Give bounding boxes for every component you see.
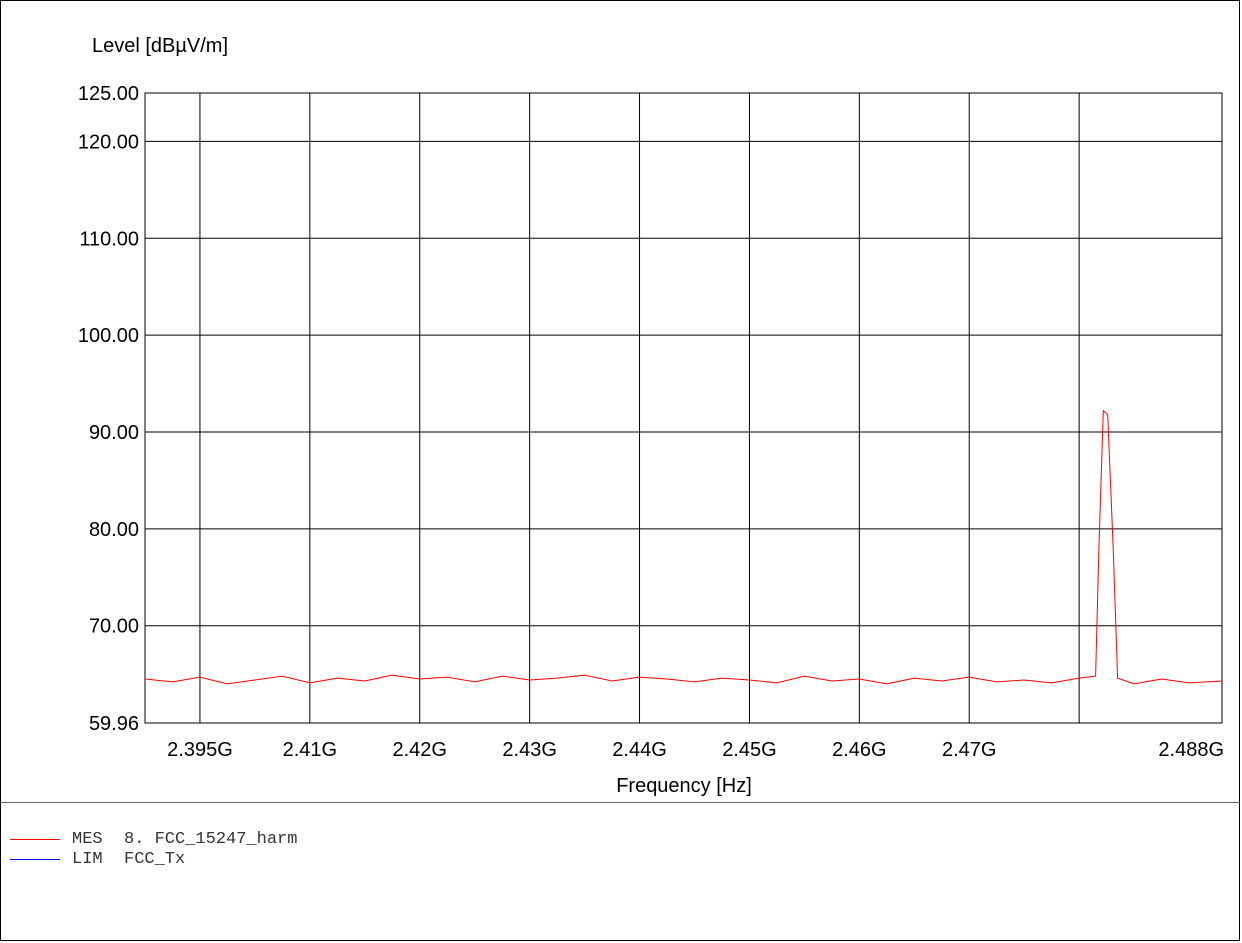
level-frequency-chart: Level [dBµV/m] 125.00 120.00 110.00 100.00 9… [78,35,1224,797]
x-tick-label: 2.47G [942,739,996,761]
legend-text-lim: FCC_Tx [124,849,186,869]
x-tick-labels: 2.395G 2.41G 2.42G 2.43G 2.44G 2.45G 2.46G 2.47… [167,739,1224,761]
y-tick-label: 120.00 [78,131,139,153]
x-tick-label: 2.46G [832,739,886,761]
x-tick-label: 2.42G [393,739,447,761]
x-tick-label: 2.488G [1158,739,1224,761]
legend-swatch-mes [10,838,60,840]
legend-separator [0,802,1240,803]
y-axis-label: Level [dBµV/m] [92,35,228,57]
y-tick-label: 59.96 [89,713,139,735]
y-tick-label: 100.00 [78,325,139,347]
legend-entry-lim: LIM FCC_Tx [10,849,185,869]
x-tick-label: 2.43G [502,739,556,761]
y-tick-label: 70.00 [89,616,139,638]
legend-swatch-lim [10,858,60,860]
x-tick-label: 2.44G [612,739,666,761]
y-tick-label: 110.00 [79,228,139,250]
plot-area [144,92,1223,724]
y-tick-label: 80.00 [89,519,139,541]
grid [145,93,1222,723]
x-tick-label: 2.41G [283,739,337,761]
y-tick-labels: 125.00 120.00 110.00 100.00 90.00 80.00 70.00 5… [78,83,139,735]
legend-code-lim: LIM [72,849,103,869]
series-layer [144,409,1223,685]
legend-entry-mes: MES 8. FCC_15247_harm [10,829,297,849]
legend-text-mes: 8. FCC_15247_harm [124,829,298,849]
y-tick-label: 90.00 [89,422,139,444]
legend-code-mes: MES [72,829,103,849]
x-tick-label: 2.395G [167,739,233,761]
y-tick-label: 125.00 [78,83,139,105]
x-tick-label: 2.45G [722,739,776,761]
x-axis-label: Frequency [Hz] [616,775,752,797]
series-line-mes [144,409,1223,685]
